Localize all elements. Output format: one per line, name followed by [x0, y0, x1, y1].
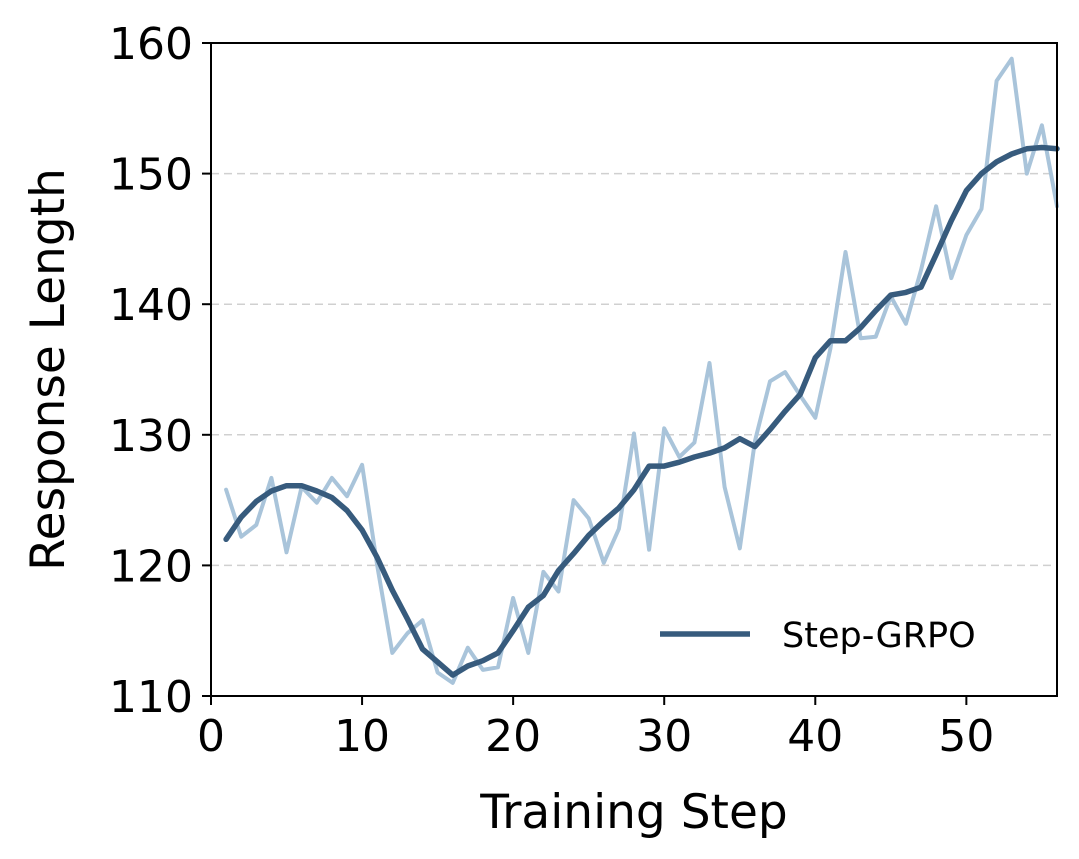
x-tick-label: 30: [636, 711, 692, 762]
legend-label-step-grpo: Step-GRPO: [782, 616, 976, 656]
y-axis-title: Response Length: [21, 168, 76, 571]
series-lines: [223, 56, 1060, 685]
y-tick-label: 140: [109, 280, 193, 331]
raw-series-line: [224, 56, 1059, 685]
x-tick-label: 20: [485, 711, 541, 762]
x-tick-label: 50: [938, 711, 994, 762]
y-tick-label: 110: [109, 672, 193, 723]
axis-ticks: 0 10 20 30 40 50 110 120 130 140 150 160: [109, 19, 994, 762]
x-tick-label: 10: [334, 711, 390, 762]
y-tick-label: 130: [109, 411, 193, 462]
x-tick-label: 40: [787, 711, 843, 762]
y-tick-label: 160: [109, 19, 193, 70]
legend: Step-GRPO: [660, 616, 976, 656]
x-tick-label: 0: [197, 711, 225, 762]
y-tick-label: 120: [109, 541, 193, 592]
plot-frame: [210, 42, 1058, 697]
step-grpo-line: [223, 144, 1060, 678]
x-axis-title: Training Step: [479, 785, 787, 840]
y-tick-label: 150: [109, 150, 193, 201]
